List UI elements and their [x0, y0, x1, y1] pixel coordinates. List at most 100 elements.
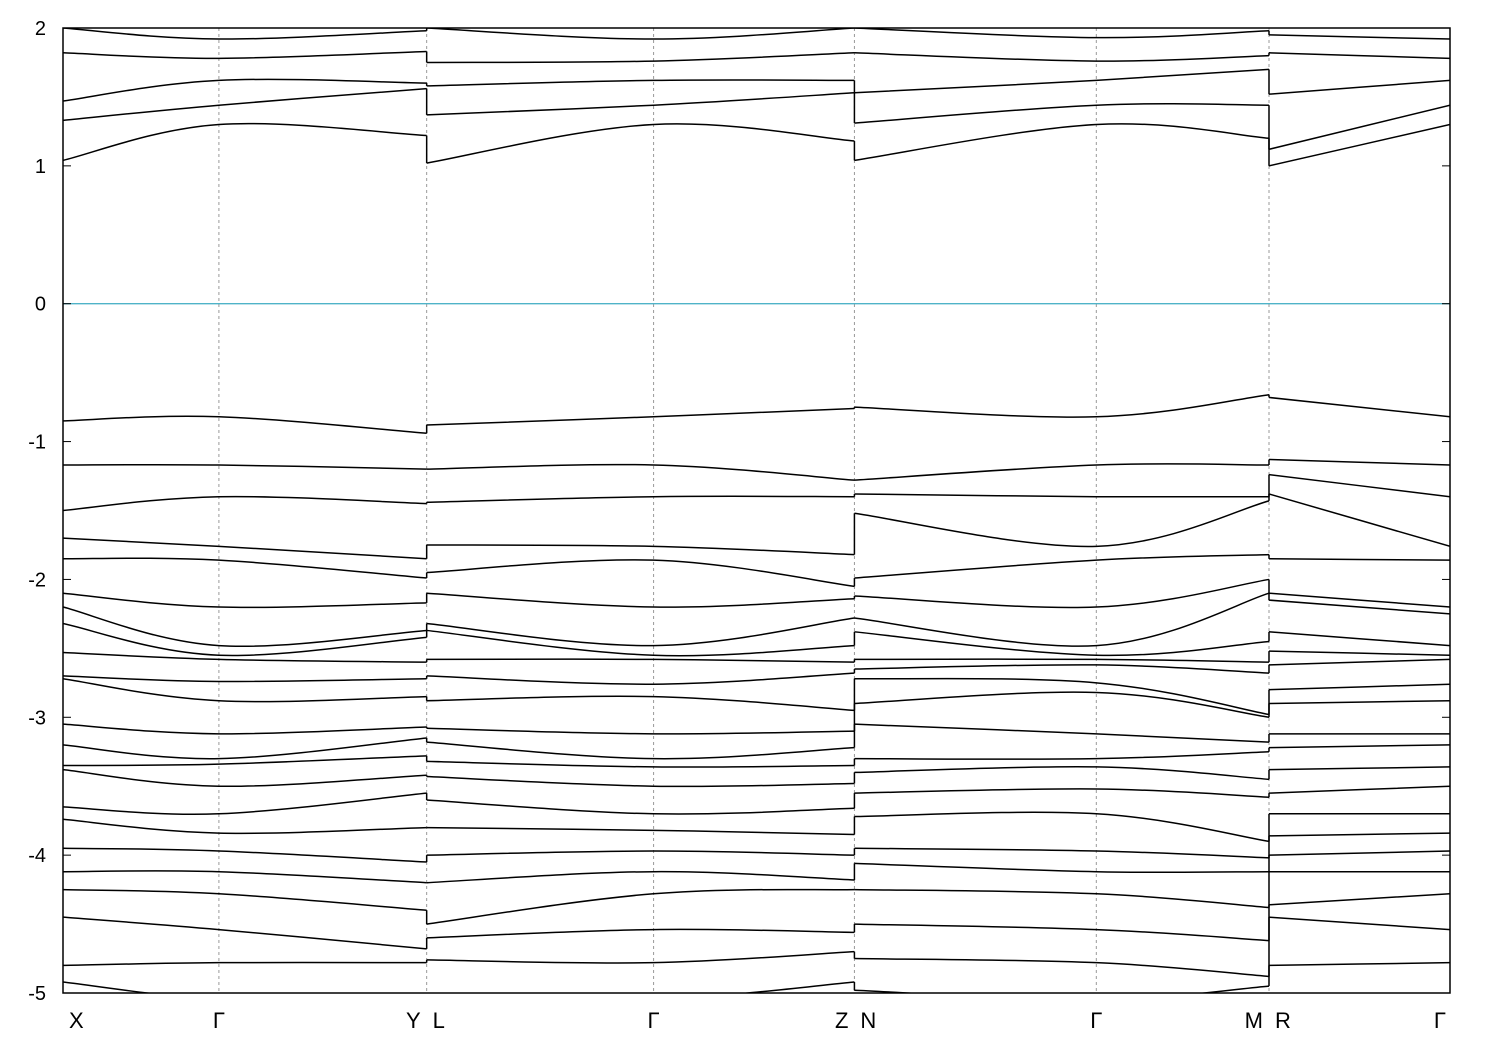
band-line [426, 79, 855, 87]
band-line [1268, 34, 1450, 40]
band-line [1268, 658, 1450, 666]
band-line [426, 495, 855, 503]
band-line [854, 985, 1270, 993]
band-line [854, 500, 1270, 548]
band-line [1268, 592, 1450, 608]
band-line [854, 723, 1270, 743]
band-line [854, 658, 1270, 663]
band-line [63, 792, 427, 815]
band-line [1268, 766, 1450, 771]
band-line [63, 870, 427, 884]
kpoint-label: Z [835, 1008, 848, 1033]
band-line [426, 950, 855, 964]
band-line [854, 788, 1270, 798]
band-line [63, 78, 427, 102]
band-line [1268, 493, 1450, 548]
band-line [426, 629, 855, 657]
band-line [63, 847, 427, 863]
band-line [1268, 473, 1450, 498]
band-line [426, 928, 855, 939]
band-line [1268, 396, 1450, 418]
band-line [1268, 961, 1450, 967]
y-tick-label: -4 [28, 845, 46, 867]
band-line [1268, 123, 1450, 167]
band-line [854, 691, 1270, 719]
band-line [1268, 785, 1450, 794]
band-line [854, 493, 1270, 498]
band-line [1268, 79, 1450, 95]
band-line [426, 760, 855, 768]
band-line [63, 28, 427, 40]
band-line [63, 463, 427, 470]
band-line [426, 407, 855, 426]
band-line [63, 495, 427, 512]
band-line [854, 123, 1270, 162]
band-line [1268, 458, 1450, 466]
band-line [63, 415, 427, 435]
band-line [63, 768, 427, 788]
band-line [1268, 599, 1450, 615]
band-line [63, 888, 427, 912]
band-line [63, 675, 427, 683]
band-line [1268, 850, 1450, 856]
band-line [63, 557, 427, 579]
band-line [854, 28, 1270, 39]
band-line [854, 578, 1270, 609]
band-line [426, 826, 855, 836]
band-line [426, 727, 855, 735]
band-line [63, 818, 427, 835]
band-line [854, 957, 1270, 978]
band-line [63, 537, 427, 560]
band-line [63, 606, 427, 648]
band-line [854, 592, 1270, 647]
band-line [854, 52, 1270, 62]
band-line [854, 677, 1270, 716]
band-line [1268, 832, 1450, 837]
y-tick-label: -3 [28, 707, 46, 729]
plot-frame [62, 27, 1451, 994]
band-line [854, 553, 1270, 579]
band-line [426, 592, 855, 608]
band-line [1268, 892, 1450, 906]
band-line [63, 723, 427, 735]
band-line [854, 68, 1270, 94]
kpoint-label: R [1275, 1008, 1291, 1033]
band-line [426, 658, 855, 663]
band-line [1268, 650, 1450, 656]
y-tick-label: 0 [35, 294, 46, 316]
band-line [63, 592, 427, 609]
band-line [63, 916, 427, 950]
band-line [426, 799, 855, 815]
band-line [63, 87, 427, 122]
kpoint-label: Y [406, 1008, 421, 1033]
kpoint-label: Γ [1434, 1008, 1446, 1033]
band-line [1268, 104, 1450, 151]
kpoint-label: Γ [213, 1008, 225, 1033]
band-line [854, 103, 1270, 124]
band-line [426, 559, 855, 588]
y-tick-label: 2 [35, 18, 46, 40]
band-line [426, 123, 855, 164]
band-line [426, 28, 855, 40]
band-line [1268, 699, 1450, 705]
band-line [854, 811, 1270, 843]
band-line [426, 672, 855, 685]
band-line [63, 651, 427, 663]
band-line [63, 737, 427, 760]
y-tick-label: -1 [28, 432, 46, 454]
band-line [854, 766, 1270, 781]
band-line [1268, 916, 1450, 931]
bands-layer [63, 28, 1450, 993]
band-line [1268, 683, 1450, 691]
band-line [426, 617, 855, 647]
band-line [426, 741, 855, 760]
band-line [63, 755, 427, 767]
band-line [854, 862, 1270, 874]
band-line [426, 544, 855, 556]
band-line [854, 847, 1270, 859]
band-line [854, 751, 1270, 760]
band-line [854, 664, 1270, 674]
